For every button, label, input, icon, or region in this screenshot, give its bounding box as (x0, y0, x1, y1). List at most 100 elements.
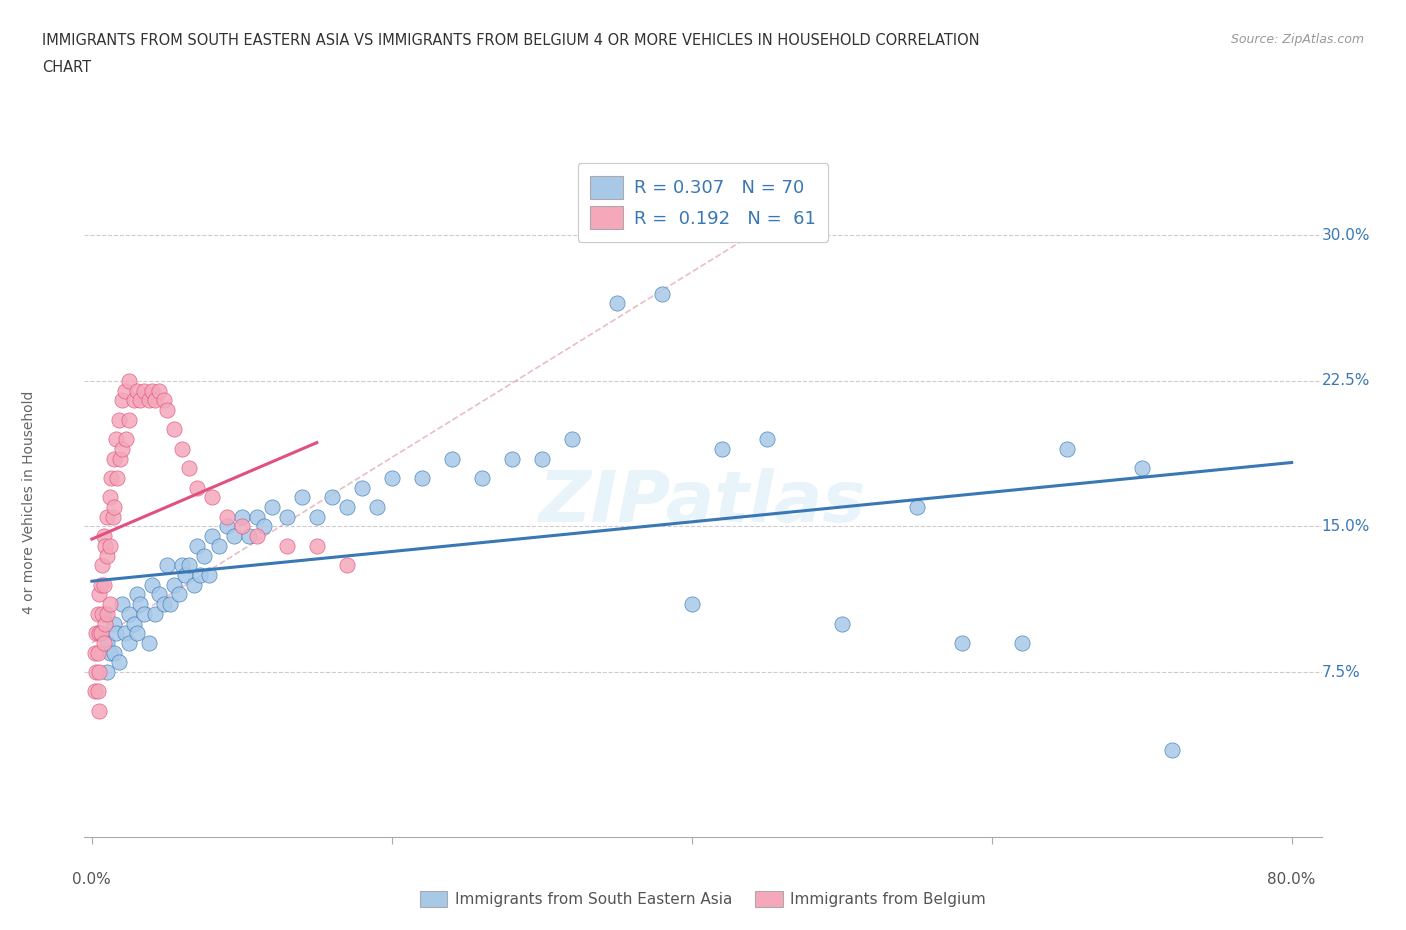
Point (87, 645, 110, 660)
Text: Source: ZipAtlas.com: Source: ZipAtlas.com (1230, 33, 1364, 46)
Point (246, 529, 269, 544)
Point (128, 392, 150, 407)
Point (231, 519, 253, 534)
Point (118, 635, 141, 650)
Point (105, 471, 128, 485)
Point (561, 432, 583, 446)
Point (198, 567, 221, 582)
Point (246, 510, 269, 525)
Text: 0.0%: 0.0% (73, 872, 111, 887)
Point (93, 635, 115, 650)
Point (104, 626, 127, 641)
Point (114, 383, 136, 398)
Point (167, 587, 190, 602)
Text: 80.0%: 80.0% (1267, 872, 1316, 887)
Text: IMMIGRANTS FROM SOUTH EASTERN ASIA VS IMMIGRANTS FROM BELGIUM 4 OR MORE VEHICLES: IMMIGRANTS FROM SOUTH EASTERN ASIA VS IM… (42, 33, 980, 47)
Point (86, 665, 108, 680)
Point (89, 665, 111, 680)
Point (90, 578, 112, 592)
Point (260, 499, 283, 514)
Point (163, 422, 186, 437)
Point (183, 578, 205, 592)
Point (201, 529, 224, 544)
Point (91, 558, 114, 573)
Point (103, 451, 125, 466)
Point (111, 597, 134, 612)
Point (90, 626, 112, 641)
Point (101, 510, 124, 525)
Point (111, 392, 134, 407)
Point (118, 606, 141, 621)
Point (141, 383, 163, 398)
Point (173, 567, 195, 582)
Point (831, 616, 853, 631)
Point (170, 558, 193, 573)
Point (93, 529, 115, 544)
Point (83, 645, 105, 660)
Point (114, 626, 136, 641)
Point (321, 490, 343, 505)
Point (96, 635, 118, 650)
Point (87, 684, 110, 698)
Text: 22.5%: 22.5% (1322, 374, 1369, 389)
Point (606, 296, 628, 311)
Point (193, 548, 215, 563)
Point (138, 635, 160, 650)
Point (87, 606, 110, 621)
Point (110, 451, 132, 466)
Point (291, 490, 314, 505)
Point (153, 597, 176, 612)
Point (89, 703, 111, 718)
Point (122, 392, 145, 407)
Point (134, 606, 156, 621)
Point (276, 510, 298, 525)
Point (651, 286, 673, 301)
Point (96, 510, 118, 525)
Point (208, 538, 231, 553)
Point (89, 626, 111, 641)
Point (366, 499, 388, 514)
Point (905, 499, 928, 514)
Point (89, 626, 111, 641)
Point (471, 471, 494, 485)
Point (98, 645, 121, 660)
Point (215, 510, 238, 525)
Point (100, 471, 122, 485)
Point (104, 432, 127, 446)
Point (276, 538, 298, 553)
Point (238, 529, 260, 544)
Point (1011, 635, 1033, 650)
Point (111, 442, 134, 457)
Point (83, 684, 105, 698)
Point (305, 538, 328, 553)
Point (94, 538, 117, 553)
Text: 7.5%: 7.5% (1322, 665, 1361, 680)
Point (103, 645, 125, 660)
Text: CHART: CHART (42, 60, 91, 75)
Point (128, 597, 150, 612)
Point (950, 635, 973, 650)
Point (755, 432, 778, 446)
Point (93, 606, 115, 621)
Point (96, 606, 118, 621)
Point (91, 606, 114, 621)
Point (1056, 442, 1078, 457)
Point (125, 383, 148, 398)
Point (108, 655, 131, 670)
Point (224, 529, 246, 544)
Point (253, 519, 276, 534)
Point (179, 558, 201, 573)
Point (141, 578, 163, 592)
Point (305, 510, 328, 525)
Point (138, 392, 160, 407)
Point (215, 519, 238, 534)
Text: 4 or more Vehicles in Household: 4 or more Vehicles in Household (21, 391, 35, 614)
Point (179, 460, 201, 475)
Point (93, 578, 115, 592)
Point (186, 538, 208, 553)
Point (125, 626, 148, 641)
Point (411, 471, 433, 485)
Point (143, 606, 166, 621)
Point (98, 597, 121, 612)
Point (201, 490, 224, 505)
